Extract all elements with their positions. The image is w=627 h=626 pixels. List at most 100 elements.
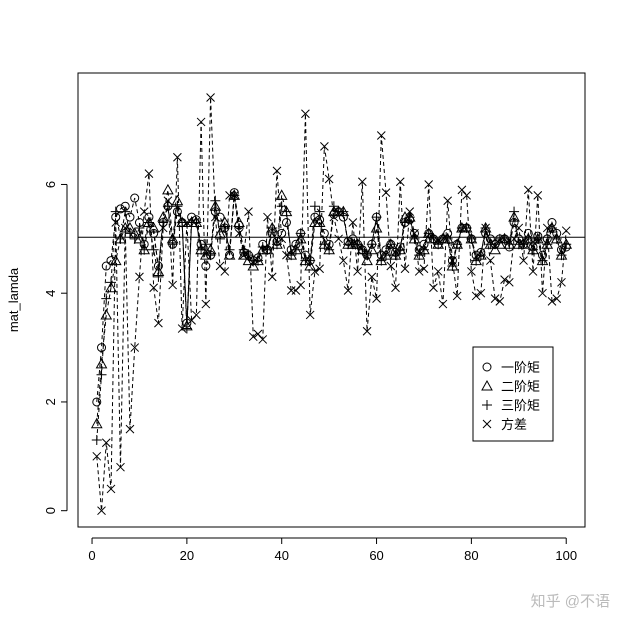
point — [362, 250, 373, 261]
point — [547, 297, 557, 306]
point — [499, 233, 510, 244]
point — [234, 229, 244, 238]
point — [310, 267, 320, 276]
point — [361, 254, 373, 266]
point — [148, 244, 159, 255]
point — [518, 239, 529, 250]
point — [452, 291, 462, 301]
point — [438, 299, 448, 309]
point — [286, 250, 297, 261]
point — [490, 294, 500, 303]
point — [443, 196, 453, 206]
point — [282, 250, 291, 260]
point — [296, 280, 306, 290]
point — [433, 239, 444, 250]
point — [485, 256, 495, 265]
point — [130, 343, 140, 352]
point — [552, 294, 562, 303]
point — [429, 283, 438, 293]
point — [220, 267, 230, 276]
point — [125, 424, 135, 434]
point — [96, 369, 107, 380]
point — [139, 207, 149, 217]
point — [200, 239, 211, 250]
point — [314, 206, 325, 217]
point — [106, 484, 116, 494]
point — [267, 272, 277, 282]
point — [139, 244, 150, 255]
point — [447, 261, 458, 272]
point — [154, 318, 163, 328]
x-tick-label: 0 — [88, 548, 95, 563]
point — [106, 277, 117, 288]
point — [206, 93, 215, 102]
point — [135, 272, 144, 282]
point — [115, 204, 125, 214]
point — [263, 212, 272, 222]
point — [177, 324, 187, 333]
point — [149, 283, 159, 293]
point — [305, 310, 315, 320]
point — [130, 193, 140, 203]
point — [448, 256, 457, 265]
point — [182, 218, 192, 227]
point — [192, 310, 201, 320]
point — [357, 244, 368, 255]
point — [542, 239, 553, 250]
point — [391, 283, 400, 293]
point — [262, 244, 273, 255]
point — [338, 206, 349, 217]
legend-label: 二阶矩 — [501, 379, 540, 394]
point — [201, 299, 211, 309]
point — [277, 234, 287, 244]
point — [489, 243, 501, 255]
point — [462, 190, 471, 200]
point — [493, 238, 506, 249]
y-tick-label: 0 — [43, 507, 58, 514]
point — [172, 201, 183, 212]
point — [410, 229, 419, 238]
point — [537, 255, 548, 266]
point — [324, 244, 335, 255]
y-axis-label: mat_lamda — [6, 267, 21, 332]
point — [120, 206, 131, 217]
point — [101, 261, 111, 271]
point — [352, 239, 363, 250]
point — [400, 264, 410, 274]
point — [381, 188, 391, 197]
point — [376, 131, 386, 140]
legend-label: 方差 — [501, 417, 527, 432]
point — [105, 281, 117, 293]
point — [508, 211, 520, 222]
point — [482, 419, 492, 429]
point — [386, 261, 396, 271]
point — [419, 264, 429, 274]
point — [239, 250, 249, 260]
point — [366, 239, 377, 250]
point — [528, 244, 539, 255]
point — [509, 234, 519, 244]
point — [372, 294, 381, 303]
point — [509, 206, 520, 217]
point — [116, 462, 125, 472]
point — [109, 254, 122, 266]
point — [495, 297, 505, 306]
point — [519, 256, 528, 265]
point — [143, 217, 154, 228]
x-tick-label: 20 — [180, 548, 194, 563]
point — [201, 261, 211, 271]
point — [310, 212, 320, 222]
point — [215, 212, 225, 222]
point — [173, 152, 182, 162]
point — [253, 255, 264, 266]
point — [97, 506, 106, 516]
point — [523, 185, 533, 195]
series-line — [96, 97, 567, 511]
point — [313, 216, 326, 228]
point — [258, 335, 268, 344]
point — [244, 207, 253, 217]
point — [461, 222, 472, 233]
point — [115, 233, 126, 244]
point — [467, 267, 476, 276]
point — [181, 323, 192, 334]
